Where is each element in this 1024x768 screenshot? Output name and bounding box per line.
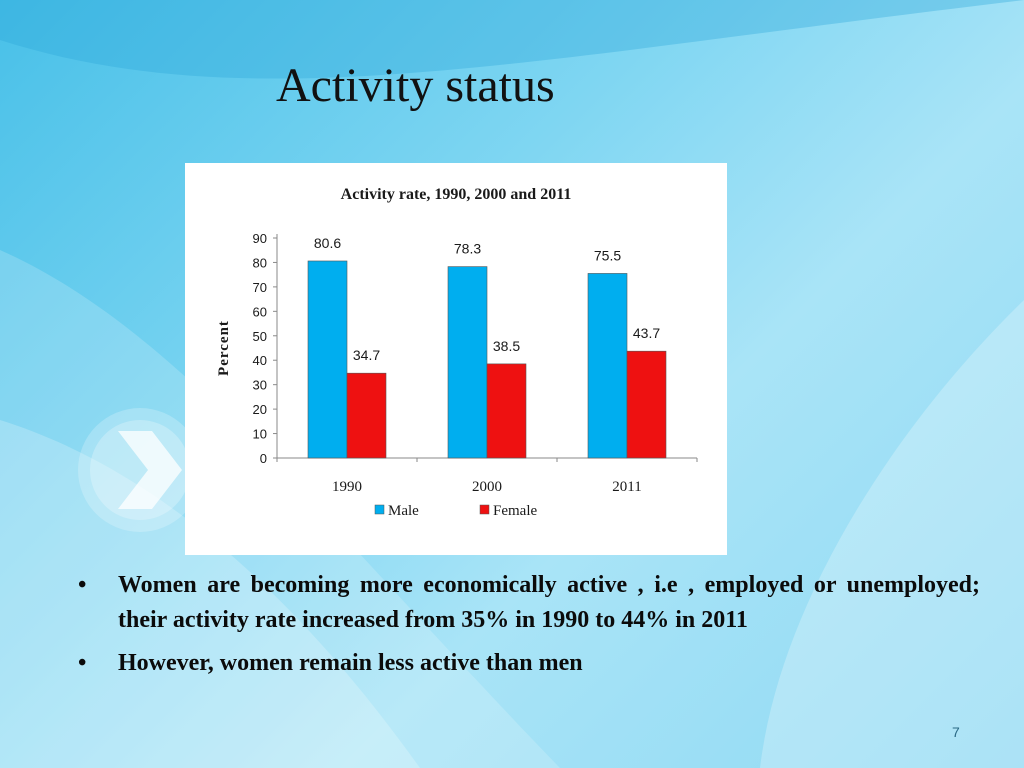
chart-panel: Activity rate, 1990, 2000 and 2011 Percen… (185, 163, 727, 555)
page-number: 7 (952, 724, 960, 740)
bar-male (307, 260, 348, 459)
slide-title: Activity status (276, 59, 555, 112)
bar-male (587, 273, 628, 459)
bullet-list: • Women are becoming more economically a… (78, 568, 980, 689)
bullet-item: • Women are becoming more economically a… (78, 568, 980, 638)
data-label: 75.5 (594, 247, 621, 263)
data-label: 80.6 (314, 235, 341, 251)
legend-swatch-male (374, 504, 385, 515)
x-tick-label: 2000 (472, 479, 502, 495)
bar-female (626, 350, 667, 459)
legend-swatch-female (479, 504, 490, 515)
data-label: 78.3 (454, 241, 481, 257)
y-axis-label: Percent (216, 320, 232, 376)
activity-rate-chart: Activity rate, 1990, 2000 and 2011 Percen… (216, 186, 698, 519)
y-tick-label: 50 (253, 329, 267, 344)
legend-label: Female (493, 503, 537, 519)
chart-title: Activity rate, 1990, 2000 and 2011 (341, 186, 572, 203)
y-tick-label: 70 (253, 280, 267, 295)
bullet-glyph: • (78, 650, 87, 676)
bullet-text: However, women remain less active than m… (118, 650, 583, 676)
bar-female (486, 363, 527, 459)
x-tick-label: 1990 (332, 479, 362, 495)
x-tick-label: 2011 (612, 479, 641, 495)
bullet-text: Women are becoming more economically act… (118, 572, 980, 633)
y-tick-label: 0 (260, 451, 267, 466)
y-tick-label: 90 (253, 231, 267, 246)
bullet-glyph: • (78, 572, 87, 598)
y-tick-label: 10 (253, 427, 267, 442)
bar-female (346, 372, 387, 459)
bar-male (447, 266, 488, 459)
y-tick-label: 20 (253, 402, 267, 417)
y-tick-label: 80 (253, 255, 267, 270)
y-tick-label: 30 (253, 378, 267, 393)
y-tick-label: 40 (253, 353, 267, 368)
y-tick-label: 60 (253, 304, 267, 319)
legend-label: Male (388, 503, 419, 519)
data-label: 43.7 (633, 325, 660, 341)
bullet-item: • However, women remain less active than… (78, 646, 980, 681)
data-label: 38.5 (493, 338, 520, 354)
data-label: 34.7 (353, 347, 380, 363)
chevron-right-icon (118, 431, 182, 509)
